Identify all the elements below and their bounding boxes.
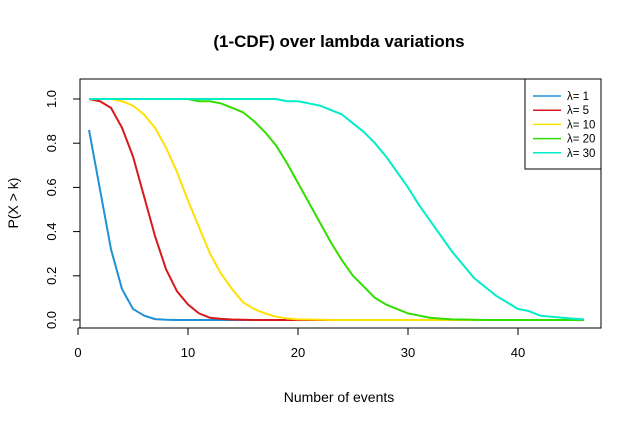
- legend: λ= 1 λ= 5 λ= 10 λ= 20 λ= 30: [524, 78, 602, 170]
- x-tick-label: 10: [181, 345, 195, 360]
- chart-title: (1-CDF) over lambda variations: [213, 32, 464, 51]
- series-line: [89, 98, 585, 321]
- legend-label: λ= 1: [567, 91, 589, 103]
- series-lines: [88, 98, 585, 321]
- y-tick-label: 0.4: [44, 223, 59, 241]
- y-tick-label: 0.6: [44, 178, 59, 196]
- y-tick-label: 1.0: [44, 90, 59, 108]
- legend-label: λ= 30: [567, 148, 595, 160]
- x-axis: 0 10 20 30 40: [74, 327, 525, 360]
- legend-label: λ= 20: [567, 134, 595, 146]
- y-tick-label: 0.0: [44, 311, 59, 329]
- x-tick-label: 40: [511, 345, 525, 360]
- legend-label: λ= 10: [567, 119, 595, 131]
- legend-label: λ= 5: [567, 105, 589, 117]
- y-axis: 0.0 0.2 0.4 0.6 0.8 1.0: [44, 90, 81, 329]
- x-tick-label: 0: [74, 345, 81, 360]
- x-tick-label: 30: [401, 345, 415, 360]
- y-tick-label: 0.8: [44, 134, 59, 152]
- x-axis-title: Number of events: [284, 389, 395, 405]
- y-tick-label: 0.2: [44, 267, 59, 285]
- x-tick-label: 20: [291, 345, 305, 360]
- y-axis-title: P(X > k): [5, 178, 21, 229]
